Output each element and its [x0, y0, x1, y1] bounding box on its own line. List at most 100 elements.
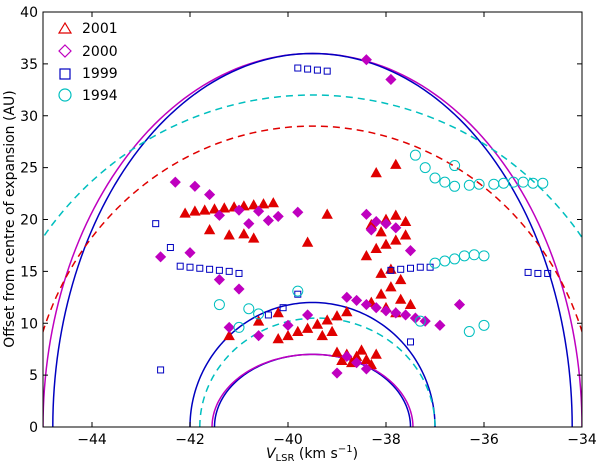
data-point-2001 — [282, 329, 294, 341]
data-point-1999 — [304, 65, 312, 73]
data-point-2000 — [155, 251, 167, 263]
data-point-1994 — [463, 326, 475, 338]
data-point-2000 — [302, 309, 314, 321]
data-point-1994 — [473, 178, 485, 190]
data-point-1999 — [235, 269, 243, 277]
x-tick-label: −38 — [371, 432, 401, 448]
data-point-1994 — [527, 177, 539, 189]
data-point-2000 — [233, 204, 245, 216]
data-point-1999 — [323, 67, 331, 75]
data-point-1994 — [449, 253, 461, 265]
data-point-2001 — [208, 203, 221, 214]
data-point-2001 — [336, 354, 348, 366]
data-point-2000 — [233, 283, 245, 295]
legend-marker-1999 — [59, 68, 71, 80]
data-point-1994 — [517, 176, 529, 188]
data-point-2001 — [390, 209, 402, 220]
data-point-2001 — [292, 325, 304, 336]
y-tick-label: 5 — [29, 368, 38, 384]
data-point-2001 — [360, 249, 373, 261]
data-point-2000 — [204, 189, 216, 201]
data-point-1994 — [458, 250, 470, 262]
data-point-1994 — [449, 160, 461, 172]
data-point-2001 — [238, 228, 250, 239]
data-point-2000 — [434, 319, 446, 331]
data-point-1994 — [429, 172, 441, 184]
y-tick-label: 30 — [20, 109, 38, 125]
data-point-2001 — [341, 306, 353, 317]
data-point-1994 — [253, 308, 265, 320]
data-point-1994 — [414, 315, 426, 327]
data-point-2000 — [380, 218, 392, 230]
data-point-2001 — [252, 315, 265, 326]
data-point-2001 — [321, 314, 333, 325]
y-tick-label: 15 — [20, 264, 38, 280]
data-point-2001 — [272, 332, 284, 344]
data-point-1994 — [478, 319, 490, 331]
inner-ellipse-magenta-small — [211, 353, 414, 427]
data-point-2000 — [370, 302, 382, 314]
inner-ellipse-blue — [189, 301, 436, 427]
data-point-1999 — [387, 266, 395, 274]
data-point-1994 — [429, 257, 441, 269]
data-point-2001 — [203, 224, 216, 235]
data-point-2001 — [370, 166, 382, 178]
data-point-2001 — [267, 197, 279, 208]
outer-ellipse-magenta — [43, 52, 582, 427]
data-point-2000 — [360, 54, 372, 66]
data-point-2001 — [331, 346, 343, 357]
data-point-1999 — [407, 338, 414, 346]
x-tick-label: −44 — [77, 432, 107, 448]
x-tick-label: −36 — [469, 432, 499, 448]
x-tick-label: −42 — [175, 432, 205, 448]
data-point-2001 — [395, 293, 407, 304]
data-point-1994 — [243, 303, 255, 315]
data-point-2001 — [179, 207, 191, 218]
data-point-2001 — [316, 329, 328, 341]
data-point-2001 — [311, 318, 324, 329]
data-point-2001 — [248, 199, 260, 210]
curves-group — [43, 52, 582, 427]
data-point-2000 — [380, 305, 392, 317]
plot-frame — [42, 11, 583, 428]
data-point-2000 — [169, 176, 181, 188]
x-axis-label-main: V — [266, 446, 277, 462]
data-point-2001 — [370, 242, 382, 253]
data-point-2000 — [404, 245, 417, 257]
data-point-2001 — [331, 310, 343, 321]
data-point-1994 — [463, 179, 475, 191]
legend-label-2000: 2000 — [82, 44, 118, 60]
data-point-2001 — [375, 226, 387, 237]
y-tick-label: 35 — [20, 57, 38, 73]
data-point-1994 — [409, 149, 421, 161]
data-point-2000 — [189, 180, 201, 192]
legend-marker-1994 — [58, 88, 72, 102]
data-point-2001 — [272, 307, 284, 318]
data-point-1994 — [449, 180, 461, 192]
data-point-2000 — [341, 350, 353, 363]
data-point-2001 — [380, 238, 392, 249]
x-tick-label: −34 — [567, 432, 597, 448]
outer-ellipse-cyan — [43, 94, 582, 239]
x-axis-label-unit: (km s — [294, 446, 337, 462]
data-point-2000 — [400, 309, 412, 321]
data-point-2001 — [326, 325, 338, 336]
outer-ellipse-red — [43, 125, 582, 335]
data-point-2001 — [404, 298, 417, 309]
data-point-1999 — [196, 264, 204, 272]
data-point-2000 — [184, 247, 196, 259]
data-point-1999 — [225, 267, 233, 275]
data-point-1994 — [488, 178, 500, 190]
legend-label-2001: 2001 — [82, 21, 118, 37]
data-point-2001 — [355, 344, 368, 355]
data-point-2000 — [292, 206, 304, 218]
data-point-2000 — [385, 73, 397, 86]
data-point-2001 — [375, 288, 387, 299]
outer-ellipse-blue — [52, 52, 573, 427]
data-point-1999 — [166, 244, 174, 252]
ticks-group: −44 −42 −40 −38 −36 −34 0 5 10 15 20 25 30 35 40 — [20, 5, 597, 448]
y-tick-label: 10 — [20, 316, 38, 332]
data-point-2000 — [360, 299, 372, 311]
data-point-2001 — [321, 208, 333, 219]
data-point-1999 — [186, 263, 194, 271]
